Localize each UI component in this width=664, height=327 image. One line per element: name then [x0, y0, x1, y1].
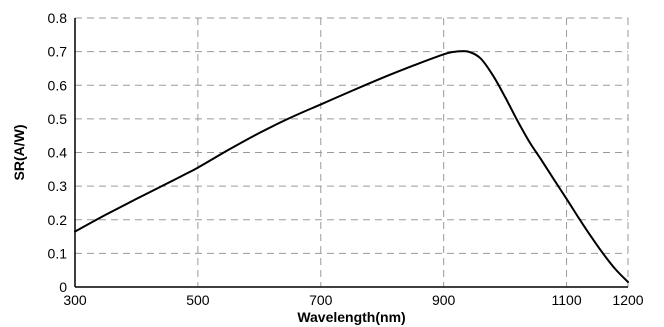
y-axis-title: SR(A/W) [11, 125, 27, 181]
x-tick-label: 1100 [552, 292, 582, 308]
x-axis-title: Wavelength(nm) [297, 309, 405, 325]
y-tick-label: 0.3 [48, 178, 68, 194]
x-tick-label: 300 [63, 292, 87, 308]
y-tick-label: 0.7 [48, 44, 68, 60]
y-tick-label: 0.1 [48, 245, 68, 261]
y-tick-label: 0 [59, 279, 67, 295]
y-tick-label: 0.4 [48, 145, 68, 161]
x-tick-labels: 300 500 700 900 1100 1200 [63, 292, 643, 308]
y-tick-labels: 0 0.1 0.2 0.3 0.4 0.5 0.6 0.7 0.8 [48, 10, 68, 295]
y-tick-label: 0.2 [48, 212, 68, 228]
y-tick-label: 0.8 [48, 10, 68, 26]
y-tick-label: 0.6 [48, 77, 68, 93]
y-tick-label: 0.5 [48, 111, 68, 127]
series-line [74, 50, 629, 283]
series-group [74, 50, 629, 283]
x-tick-label: 700 [309, 292, 333, 308]
x-tick-label: 500 [186, 292, 210, 308]
x-tick-label: 900 [432, 292, 456, 308]
x-tick-label: 1200 [612, 292, 643, 308]
axes [74, 18, 628, 288]
grid-lines [75, 17, 629, 287]
